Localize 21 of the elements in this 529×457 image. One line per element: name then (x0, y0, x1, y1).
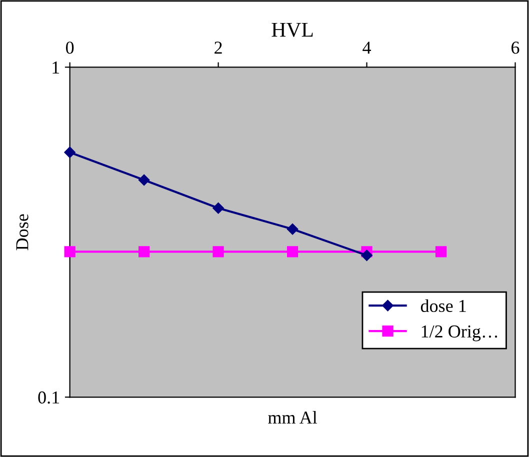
point (435, 246, 447, 258)
x-axis-title: mm Al (268, 411, 318, 424)
point (361, 250, 372, 261)
x-tick-label: 4 (362, 42, 372, 54)
point (138, 174, 150, 186)
x-tick-label: 0 (66, 42, 74, 54)
point (64, 146, 76, 158)
point (212, 202, 224, 214)
point (286, 224, 298, 235)
y-axis-title: Dose (16, 214, 28, 250)
point (64, 246, 76, 258)
chart-title: HVL (272, 22, 313, 37)
legend-label: 1/2 Orig… (422, 325, 498, 342)
x-tick-label: 2 (214, 42, 222, 54)
legend-label: dose 1 (420, 299, 466, 312)
x-tick-label: 6 (512, 42, 520, 54)
point (286, 246, 298, 258)
point (212, 246, 224, 258)
point (138, 246, 150, 258)
y-tick-label: 0.1 (38, 391, 60, 404)
y-tick-label: 1 (52, 62, 60, 74)
